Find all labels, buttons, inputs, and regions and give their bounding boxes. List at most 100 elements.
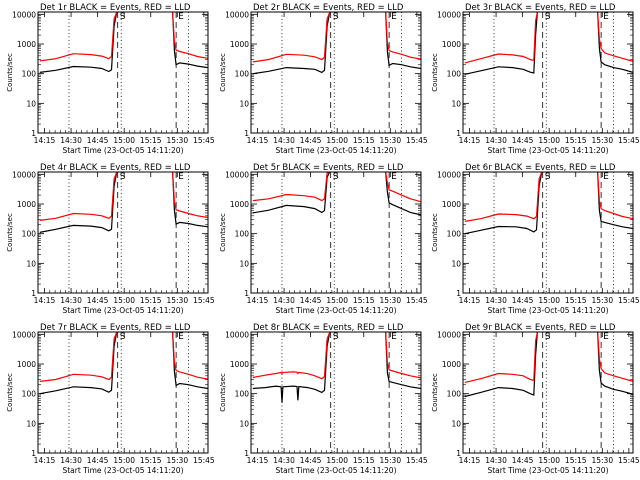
lld-line [385, 12, 421, 60]
x-tick-label: 15:00 [113, 296, 135, 305]
x-tick-label: 14:30 [273, 456, 295, 465]
y-tick-label: 1000 [230, 360, 249, 369]
detector-panel-8: Det 8r BLACK = Events, RED = LLD 1 10 100 10… [219, 323, 428, 475]
panel-title: Det 5r BLACK = Events, RED = LLD [253, 163, 404, 173]
y-axis-title: Counts/sec [219, 373, 227, 412]
lld-line [385, 332, 421, 379]
end-marker-label: E [391, 12, 397, 22]
y-axis-title: Counts/sec [219, 53, 227, 92]
x-tick-label: 15:15 [353, 296, 375, 305]
events-line [39, 332, 118, 395]
lld-line [252, 332, 331, 380]
end-marker-label: E [178, 332, 184, 342]
panel-title: Det 4r BLACK = Events, RED = LLD [40, 163, 191, 173]
x-axis-title: Start Time (23-Oct-05 14:11:20) [487, 466, 608, 475]
y-tick-label: 10000 [12, 170, 36, 179]
x-tick-label: 14:45 [300, 136, 322, 145]
x-tick-label: 15:00 [113, 136, 135, 145]
y-tick-label: 1000 [17, 360, 36, 369]
series-group [39, 12, 208, 73]
y-tick-label: 1 [244, 129, 249, 138]
x-tick-label: 15:15 [353, 136, 375, 145]
x-tick-label: 14:45 [87, 456, 109, 465]
x-tick-label: 15:30 [379, 136, 401, 145]
lld-line [385, 172, 421, 203]
y-axis-title: Counts/sec [6, 53, 14, 92]
y-tick-label: 100 [235, 70, 250, 79]
x-tick-label: 15:15 [565, 136, 587, 145]
lld-line [39, 172, 118, 221]
detector-panel-4: Det 4r BLACK = Events, RED = LLD 1 10 100 10… [6, 163, 215, 315]
x-tick-label: 14:15 [34, 136, 56, 145]
events-line [252, 12, 331, 75]
y-tick-label: 10000 [437, 170, 461, 179]
x-tick-label: 15:30 [591, 136, 613, 145]
y-tick-label: 100 [22, 230, 37, 239]
start-marker-label: S [333, 12, 339, 22]
x-tick-label: 14:30 [60, 296, 82, 305]
x-tick-label: 15:45 [406, 296, 428, 305]
start-marker-label: S [545, 332, 551, 342]
y-tick-label: 10000 [225, 10, 249, 19]
y-tick-label: 1000 [230, 200, 249, 209]
x-axis-title: Start Time (23-Oct-05 14:11:20) [62, 466, 183, 475]
detector-panel-6: Det 6r BLACK = Events, RED = LLD 1 10 100 10… [431, 163, 640, 315]
events-line [172, 172, 208, 228]
plot-frame [462, 171, 634, 294]
lld-line [464, 172, 543, 222]
x-tick-label: 14:45 [512, 456, 534, 465]
y-tick-label: 1000 [17, 200, 36, 209]
events-line [385, 12, 421, 70]
x-tick-label: 15:00 [326, 296, 348, 305]
y-tick-label: 10 [451, 259, 461, 268]
y-tick-label: 10 [26, 99, 36, 108]
panel-title: Det 8r BLACK = Events, RED = LLD [253, 323, 404, 333]
y-tick-label: 1000 [442, 40, 461, 49]
x-tick-label: 15:00 [113, 456, 135, 465]
lld-line [172, 12, 208, 59]
lld-line [597, 172, 633, 220]
lld-line [464, 332, 538, 383]
plot-frame [250, 171, 422, 294]
x-tick-label: 15:30 [591, 456, 613, 465]
x-tick-label: 14:30 [60, 136, 82, 145]
x-tick-label: 15:15 [140, 136, 162, 145]
start-marker-label: S [333, 172, 339, 182]
events-line [252, 172, 331, 214]
x-tick-label: 14:15 [247, 136, 269, 145]
y-tick-label: 100 [447, 70, 462, 79]
x-tick-label: 15:30 [379, 296, 401, 305]
y-tick-label: 1 [456, 449, 461, 458]
end-marker-label: E [178, 172, 184, 182]
panel-title: Det 7r BLACK = Events, RED = LLD [40, 323, 191, 333]
x-axis-title: Start Time (23-Oct-05 14:11:20) [275, 306, 396, 315]
series-group [464, 172, 633, 235]
events-line [597, 12, 633, 73]
end-marker-label: E [391, 332, 397, 342]
y-tick-label: 10 [451, 99, 461, 108]
x-tick-label: 14:45 [512, 296, 534, 305]
x-tick-label: 15:15 [140, 456, 162, 465]
end-marker-label: E [391, 172, 397, 182]
events-line [597, 332, 633, 395]
panel-title: Det 3r BLACK = Events, RED = LLD [465, 3, 616, 13]
x-axis-title: Start Time (23-Oct-05 14:11:20) [275, 466, 396, 475]
end-marker-label: E [603, 172, 609, 182]
y-tick-label: 10 [451, 419, 461, 428]
x-tick-label: 15:30 [166, 296, 188, 305]
y-tick-label: 10000 [12, 330, 36, 339]
y-axis-title: Counts/sec [431, 213, 439, 252]
events-line [464, 332, 538, 398]
detector-panel-3: Det 3r BLACK = Events, RED = LLD 1 10 100 10… [431, 3, 640, 155]
events-line [39, 12, 118, 73]
y-tick-label: 1000 [17, 40, 36, 49]
x-tick-label: 14:15 [247, 456, 269, 465]
x-tick-label: 14:30 [485, 136, 507, 145]
x-axis-title: Start Time (23-Oct-05 14:11:20) [487, 306, 608, 315]
panel-title: Det 2r BLACK = Events, RED = LLD [253, 3, 404, 13]
x-tick-label: 15:45 [406, 456, 428, 465]
events-line [464, 172, 543, 235]
x-tick-label: 14:45 [512, 136, 534, 145]
x-tick-label: 15:15 [140, 296, 162, 305]
y-axis-title: Counts/sec [431, 53, 439, 92]
